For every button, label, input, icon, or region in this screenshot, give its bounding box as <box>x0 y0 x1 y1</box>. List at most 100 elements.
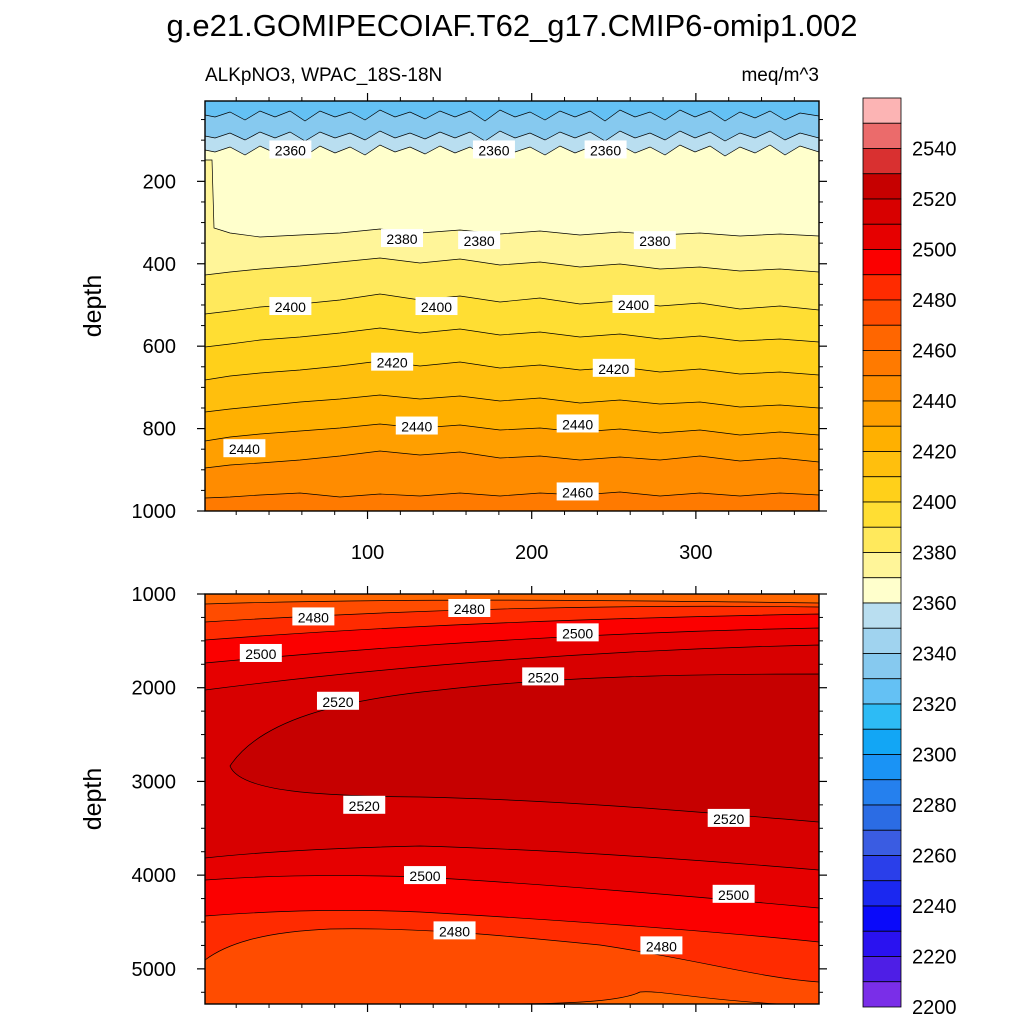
top-band-2340 <box>205 101 819 122</box>
colorbar-swatch <box>862 97 902 124</box>
colorbar-label: 2200 <box>912 997 957 1019</box>
colorbar-label: 2460 <box>912 341 957 363</box>
contour-label-text: 2480 <box>439 923 470 939</box>
colorbar-swatch <box>862 324 902 351</box>
colorbar-label: 2280 <box>912 795 957 817</box>
contour-label: 2480 <box>640 936 683 955</box>
colorbar-swatch <box>862 804 902 831</box>
colorbar-swatch <box>862 930 902 957</box>
contour-label-bg <box>343 795 386 814</box>
top-y-tick-label: 400 <box>143 254 176 276</box>
colorbar-swatch <box>862 602 902 629</box>
colorbar-label: 2380 <box>912 543 957 565</box>
colorbar-swatch <box>862 501 902 528</box>
contour-label-bg <box>633 231 676 250</box>
subtitle-left: ALKpNO3, WPAC_18S-18N <box>205 65 442 86</box>
contour-label: 2400 <box>612 294 655 313</box>
colorbar-swatch <box>862 703 902 730</box>
colorbar-label: 2340 <box>912 644 957 666</box>
bottom-contour-labels: 2480 2480 2500 2500 2520 2520 2520 2520 2500 2500… <box>239 598 755 955</box>
contour-label: 2520 <box>343 795 386 814</box>
contour-label-text: 2400 <box>618 297 649 313</box>
colorbar-swatches <box>862 97 902 1008</box>
contour-label: 2520 <box>316 691 359 710</box>
colorbar-swatch <box>862 299 902 326</box>
figure-title: g.e21.GOMIPECOIAF.T62_g17.CMIP6-omip1.00… <box>167 8 858 43</box>
contour-label: 2500 <box>712 884 755 903</box>
colorbar-swatch <box>862 223 902 250</box>
colorbar-label: 2520 <box>912 189 957 211</box>
contour-label-text: 2460 <box>562 484 593 500</box>
colorbar-swatch <box>862 855 902 882</box>
contour-label: 2440 <box>223 439 266 458</box>
top-y-tick-label: 1000 <box>132 501 177 523</box>
contour-label-text: 2440 <box>401 419 432 435</box>
bottom-ylabel: depth <box>79 768 107 831</box>
colorbar-label: 2400 <box>912 492 957 514</box>
contour-label: 2360 <box>584 140 627 159</box>
contour-label-bg <box>381 229 424 248</box>
top-ylabel: depth <box>79 275 107 338</box>
colorbar: 2540 2520 2500 2480 2460 2440 2420 2400 2380 2360… <box>862 97 957 1019</box>
contour-label-bg <box>556 414 599 433</box>
colorbar-swatch <box>862 198 902 225</box>
colorbar-swatch <box>862 829 902 856</box>
colorbar-swatch <box>862 552 902 579</box>
contour-label-text: 2520 <box>349 798 380 814</box>
contour-label-bg <box>556 482 599 501</box>
contour-label-bg <box>472 140 515 159</box>
contour-label-text: 2420 <box>377 355 408 371</box>
contour-label: 2460 <box>556 482 599 501</box>
contour-label-text: 2360 <box>590 142 621 158</box>
bottom-panel: 1000 2000 3000 4000 5000 2480 2480 2500 2500 252… <box>79 584 827 1012</box>
contour-label-text: 2360 <box>478 142 509 158</box>
colorbar-label: 2220 <box>912 947 957 969</box>
contour-label: 2360 <box>472 140 515 159</box>
contour-label-text: 2500 <box>562 625 593 641</box>
contour-label-text: 2380 <box>386 231 417 247</box>
top-frame <box>204 100 820 512</box>
contour-label-bg <box>640 936 683 955</box>
contour-label-bg <box>458 231 501 250</box>
contour-label-text: 2480 <box>646 938 677 954</box>
contour-label-bg <box>269 140 312 159</box>
colorbar-label: 2300 <box>912 745 957 767</box>
contour-label: 2400 <box>415 297 458 316</box>
contour-label: 2500 <box>556 623 599 642</box>
bottom-y-tick-label: 5000 <box>132 959 177 981</box>
contour-label-text: 2480 <box>298 609 329 625</box>
contour-label-bg <box>415 297 458 316</box>
contour-label-bg <box>448 598 491 617</box>
contour-label: 2400 <box>269 297 312 316</box>
colorbar-swatch <box>862 274 902 301</box>
contour-label-bg <box>592 358 635 377</box>
top-y-tick-label: 800 <box>143 419 176 441</box>
contour-label-bg <box>239 643 282 662</box>
contour-label-text: 2440 <box>562 416 593 432</box>
colorbar-swatch <box>862 678 902 705</box>
colorbar-swatch <box>862 981 902 1008</box>
colorbar-swatch <box>862 173 902 200</box>
colorbar-label: 2320 <box>912 694 957 716</box>
colorbar-swatch <box>862 350 902 377</box>
contour-label: 2420 <box>371 352 414 371</box>
contour-label: 2480 <box>433 921 476 940</box>
bottom-y-tick-label: 3000 <box>132 771 177 793</box>
colorbar-swatch <box>862 148 902 175</box>
contour-label-text: 2360 <box>275 142 306 158</box>
contour-label: 2440 <box>395 416 438 435</box>
bottom-y-tick-label: 4000 <box>132 865 177 887</box>
contour-label-bg <box>269 297 312 316</box>
contour-label-text: 2480 <box>454 601 485 617</box>
top-x-tick-label: 200 <box>515 542 548 564</box>
contour-label: 2380 <box>633 231 676 250</box>
contour-label: 2520 <box>707 808 750 827</box>
top-x-tick-label: 100 <box>351 542 384 564</box>
colorbar-swatch <box>862 425 902 452</box>
colorbar-swatch <box>862 653 902 680</box>
colorbar-swatch <box>862 627 902 654</box>
top-y-tick-label: 600 <box>143 336 176 358</box>
contour-label: 2420 <box>592 358 635 377</box>
